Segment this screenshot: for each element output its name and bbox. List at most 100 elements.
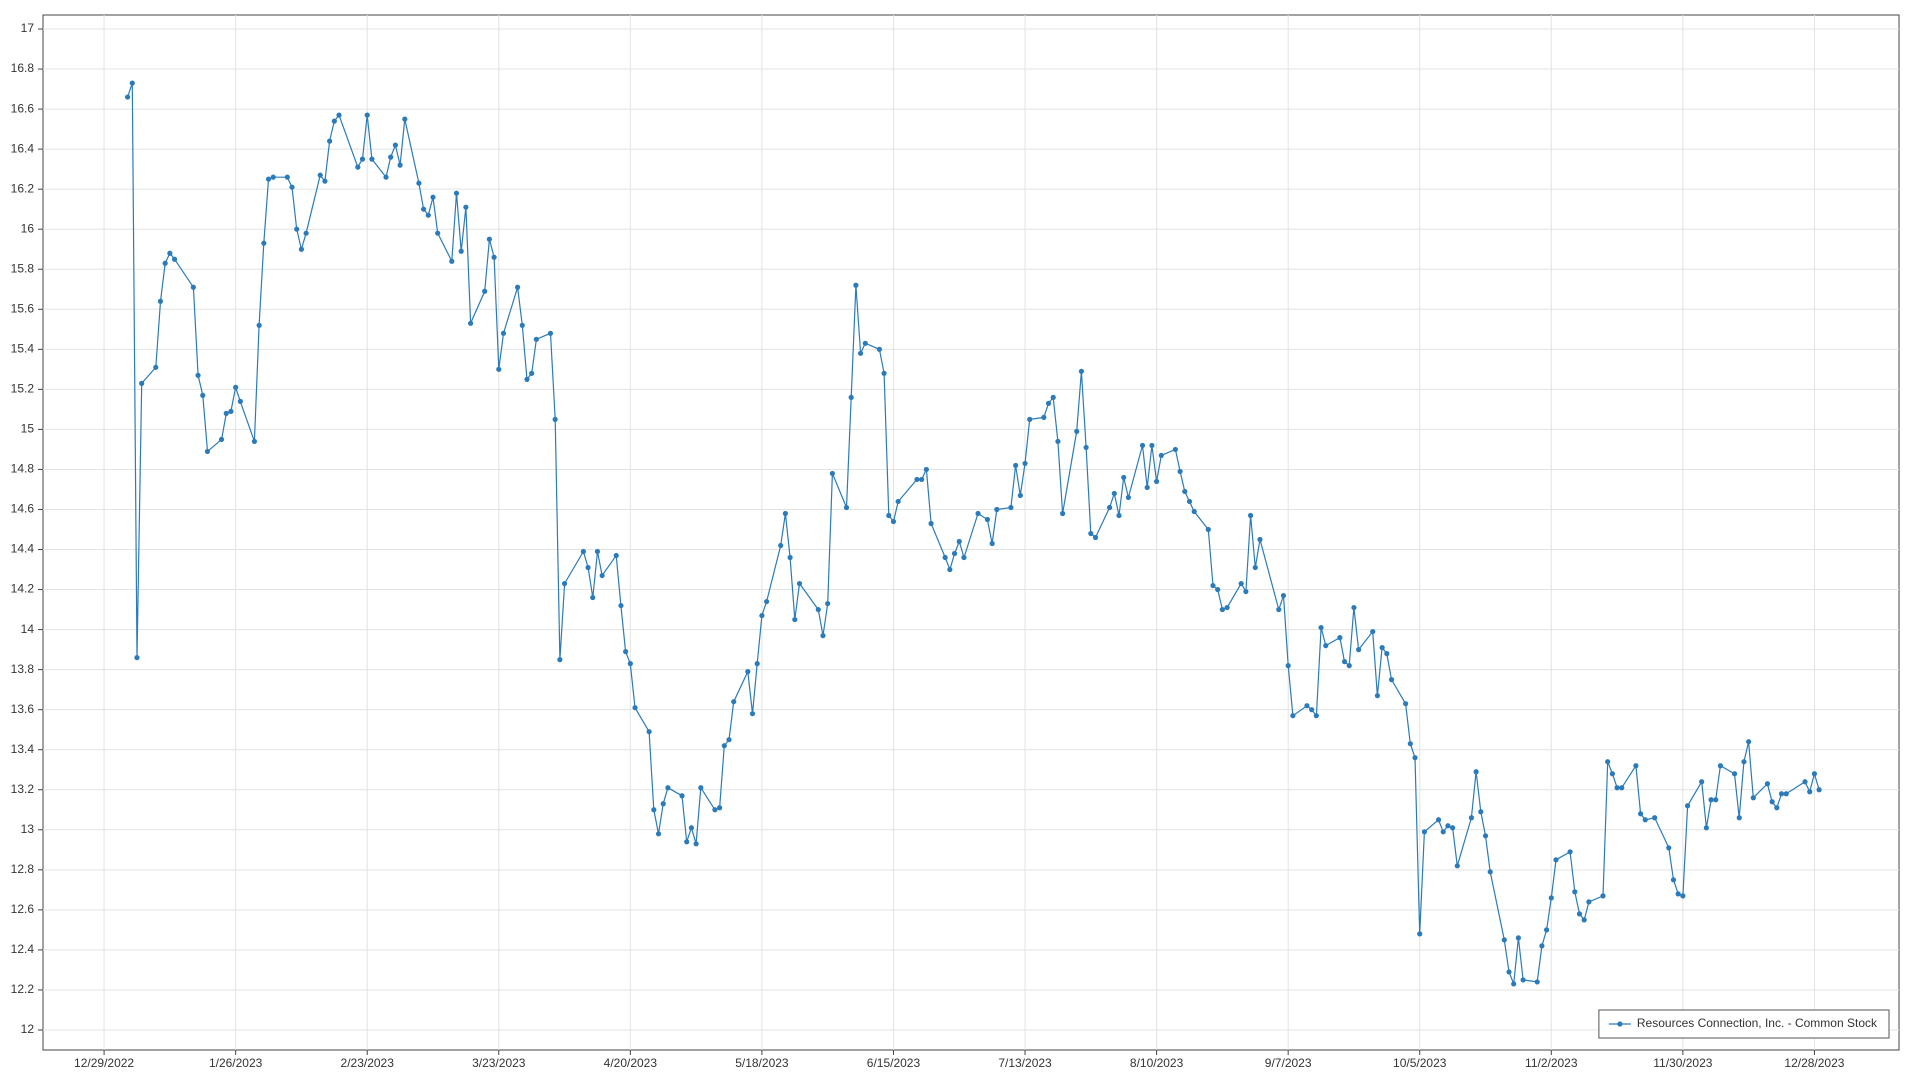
data-point [298,246,305,252]
data-point [364,112,370,118]
data-point [688,825,695,831]
data-point [265,176,272,182]
data-point [331,118,337,124]
data-point [745,669,751,675]
data-point [848,394,854,400]
data-point [153,364,159,370]
data-point [1605,759,1611,765]
data-point [843,504,850,511]
data-point [1684,803,1691,809]
data-point [1515,935,1522,941]
data-point [1158,452,1164,459]
data-point [698,785,704,791]
data-point [1637,811,1644,817]
data-point [397,162,403,168]
data-point [1304,703,1310,709]
data-point [233,384,239,390]
data-point [1252,564,1258,571]
y-tick-label: 14 [21,622,35,636]
data-point [392,142,399,148]
data-point [1247,512,1254,519]
legend-swatch [1617,1021,1623,1027]
data-point [956,538,962,545]
data-point [284,174,290,180]
data-point [195,372,201,378]
data-point [1257,536,1263,543]
data-point [1182,488,1188,495]
data-point [881,370,887,376]
data-point [1435,817,1442,823]
data-point [947,566,953,573]
y-tick-label: 16.6 [11,101,35,115]
data-point [1074,428,1080,435]
data-point [1539,943,1545,949]
data-point [557,657,563,663]
data-point [1746,739,1752,745]
data-point [547,330,554,336]
data-point [975,510,981,517]
data-point [1699,779,1705,785]
data-point [1534,979,1540,985]
data-point [425,212,431,218]
data-point [420,206,427,212]
data-point [951,550,958,557]
data-point [1017,492,1023,499]
data-point [383,174,389,180]
data-point [1060,510,1066,517]
data-point [1520,977,1526,983]
data-point [961,554,967,561]
y-tick-label: 12 [21,1022,35,1036]
data-point [782,510,789,517]
data-point [1506,969,1512,975]
y-tick-label: 13 [21,822,35,836]
data-point [1013,462,1019,469]
data-point [1238,580,1244,587]
data-point [1111,490,1117,497]
data-point [1600,893,1606,899]
data-point [1572,889,1578,895]
data-point [731,699,737,705]
data-point [829,470,835,477]
data-point [590,594,596,601]
data-point [486,236,492,242]
data-point [1341,659,1348,665]
data-point [1445,823,1451,829]
data-point [1609,771,1615,777]
data-point [1567,849,1573,855]
data-point [1703,825,1709,831]
data-point [1774,805,1780,811]
data-point [1186,498,1193,505]
data-point [1816,787,1822,793]
y-tick-label: 14.2 [11,582,35,596]
data-point [327,138,333,144]
data-point [1478,809,1484,815]
data-point [651,807,657,813]
data-point [336,112,342,118]
data-point [815,606,821,613]
data-point [942,554,948,561]
data-point [322,178,328,184]
data-point [1154,478,1160,485]
data-point [1802,779,1808,785]
data-point [890,518,897,525]
data-point [200,392,206,398]
series-line [127,82,1820,985]
data-point [1750,795,1756,801]
y-tick-label: 16 [21,221,35,235]
x-tick-label: 8/10/2023 [1130,1056,1184,1070]
data-point [1022,460,1028,467]
y-tick-label: 15.8 [11,261,35,275]
data-point [1581,917,1587,923]
data-point [129,80,135,86]
data-point [684,839,690,845]
data-point [458,248,464,254]
data-point [1374,693,1381,699]
data-point [1215,586,1221,593]
data-point [1407,741,1413,747]
data-point [430,194,436,200]
y-tick-label: 14.8 [11,462,35,476]
x-tick-label: 3/23/2023 [472,1056,526,1070]
data-point [1107,504,1113,511]
x-tick-label: 6/15/2023 [867,1056,921,1070]
